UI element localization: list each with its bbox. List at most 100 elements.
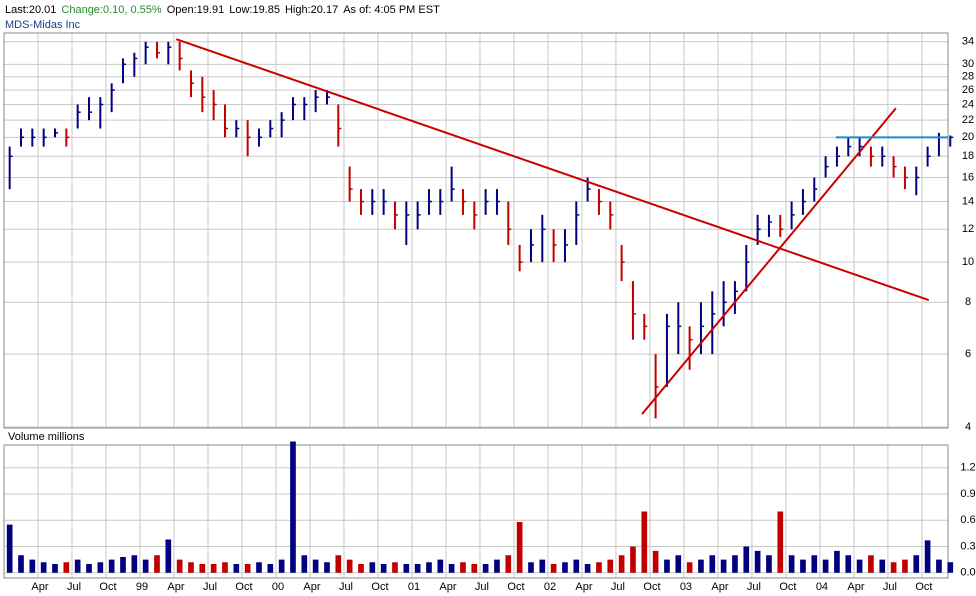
volume-bar — [301, 555, 308, 573]
volume-bar — [52, 564, 58, 573]
y-tick-label: 14 — [962, 195, 974, 207]
y-tick-label: 4 — [965, 421, 971, 433]
volume-bar — [482, 564, 489, 573]
volume-bar — [278, 559, 285, 573]
volume-bar — [244, 564, 251, 573]
volume-bar — [845, 555, 852, 573]
volume-bar — [936, 559, 942, 573]
volume-bar — [63, 562, 70, 573]
volume-bar — [539, 559, 546, 573]
volume-bar — [811, 555, 818, 573]
volume-bar — [290, 441, 296, 573]
x-tick-label: Jul — [475, 581, 489, 593]
y-tick-label: 10 — [962, 256, 974, 268]
volume-bar — [618, 555, 625, 573]
volume-bar — [358, 564, 364, 573]
y-tick-label: 34 — [962, 36, 974, 48]
volume-bar — [176, 559, 183, 573]
volume-bar — [550, 564, 557, 573]
trend-line — [175, 38, 930, 302]
volume-bar — [165, 539, 172, 573]
y-tick-label: 26 — [962, 84, 974, 96]
header: Last:20.01 Change:0.10, 0.55% Open:19.91 Lo… — [5, 4, 440, 16]
x-tick-label: Jul — [883, 581, 897, 593]
volume-bar — [652, 550, 659, 573]
volume-bar — [596, 562, 602, 573]
low-label: Low: — [229, 4, 252, 16]
volume-bar — [720, 559, 727, 573]
volume-bar — [403, 564, 410, 573]
trend-line — [641, 107, 897, 415]
volume-bar — [856, 559, 863, 573]
change-label: Change: — [61, 4, 103, 16]
x-tick-label: Apr — [575, 581, 592, 593]
volume-bar — [97, 562, 104, 573]
volume-bar — [471, 564, 478, 573]
volume-bar — [74, 559, 81, 573]
y-tick-label: 0.0 — [960, 567, 975, 579]
low: 19.85 — [252, 4, 280, 16]
y-tick-label: 0.9 — [960, 488, 975, 500]
panel-border — [3, 32, 949, 429]
volume-bar — [732, 555, 738, 573]
y-tick-label: 28 — [962, 71, 974, 83]
x-tick-label: 01 — [408, 581, 420, 593]
x-tick-label: 99 — [136, 581, 148, 593]
volume-bar — [777, 511, 784, 573]
x-tick-label: 00 — [272, 581, 284, 593]
y-tick-label: 8 — [965, 296, 971, 308]
volume-bar — [879, 559, 886, 573]
x-tick-label: 03 — [680, 581, 692, 593]
high-label: High: — [285, 4, 311, 16]
volume-bar — [505, 555, 512, 573]
volume-bar — [188, 562, 194, 573]
x-tick-label: Jul — [611, 581, 625, 593]
volume-bar — [754, 550, 761, 573]
x-tick-label: Apr — [847, 581, 864, 593]
volume-bar — [437, 559, 444, 573]
volume-bar — [822, 559, 829, 573]
x-tick-label: Apr — [31, 581, 48, 593]
volume-bar — [448, 564, 455, 573]
y-tick-label: 0.3 — [960, 540, 975, 552]
volume-bar — [108, 559, 115, 573]
chart-title: MDS-Midas Inc — [5, 19, 81, 31]
volume-bar — [630, 546, 636, 573]
volume-bar — [312, 559, 319, 573]
y-tick-label: 16 — [962, 171, 974, 183]
volume-bar — [86, 564, 92, 573]
y-tick-label: 30 — [962, 58, 974, 70]
open-label: Open: — [167, 4, 197, 16]
volume-bar — [324, 562, 330, 573]
volume-bar — [913, 555, 920, 573]
volume-bar — [947, 562, 954, 573]
volume-bar — [686, 562, 693, 573]
as-of: As of: 4:05 PM EST — [343, 4, 440, 16]
x-tick-label: Apr — [303, 581, 320, 593]
volume-bar — [528, 562, 534, 573]
x-tick-label: Oct — [235, 581, 252, 593]
x-tick-label: 04 — [816, 581, 828, 593]
x-tick-label: Jul — [339, 581, 353, 593]
x-tick-label: Jul — [747, 581, 761, 593]
volume-bar — [233, 564, 240, 573]
volume-bar — [380, 564, 387, 573]
x-tick-label: Oct — [507, 581, 524, 593]
y-tick-label: 0.6 — [960, 514, 975, 526]
volume-bar — [40, 562, 47, 573]
y-tick-label: 6 — [965, 348, 971, 360]
volume-bar — [199, 564, 206, 573]
volume-bar — [800, 559, 806, 573]
x-tick-label: Jul — [203, 581, 217, 593]
x-tick-label: Oct — [99, 581, 116, 593]
volume-bar — [562, 562, 568, 573]
open: 19.91 — [197, 4, 225, 16]
volume-bar — [120, 557, 126, 573]
high: 20.17 — [311, 4, 339, 16]
volume-bar — [142, 559, 149, 573]
volume-bar — [924, 540, 931, 573]
volume-bar — [335, 555, 342, 573]
x-tick-label: Apr — [439, 581, 456, 593]
volume-bar — [766, 555, 772, 573]
